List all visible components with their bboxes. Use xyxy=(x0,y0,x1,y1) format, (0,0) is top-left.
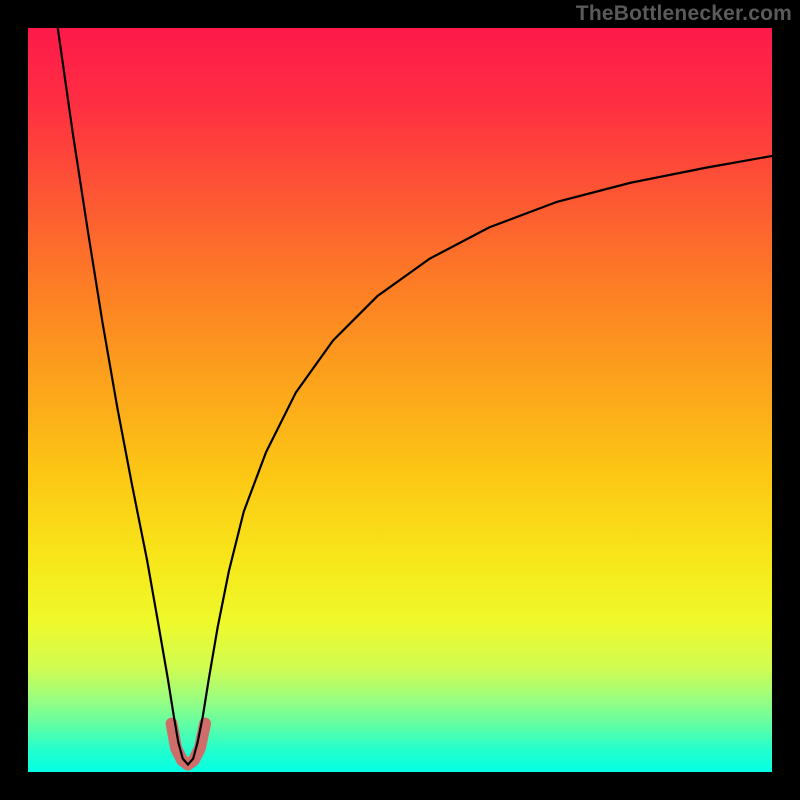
curve-left xyxy=(58,28,188,765)
curve-overlay xyxy=(28,28,772,772)
chart-frame xyxy=(28,28,772,772)
plot-area xyxy=(28,28,772,772)
curve-right xyxy=(188,156,772,765)
watermark-text: TheBottlenecker.com xyxy=(576,2,792,26)
